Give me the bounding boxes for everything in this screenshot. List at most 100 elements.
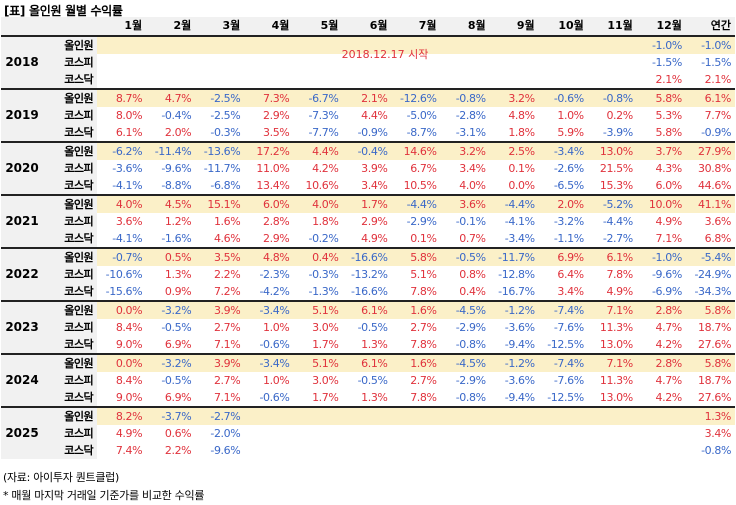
return-cell: 0.8%	[459, 268, 486, 281]
return-cell	[588, 71, 637, 89]
column-header: 10월	[538, 17, 588, 36]
return-cell: 6.9%	[164, 391, 192, 404]
return-cell: -9.4%	[504, 391, 535, 404]
column-header: 1월	[97, 17, 147, 36]
return-cell: 1.0%	[557, 109, 584, 122]
return-cell: -2.9%	[455, 321, 486, 334]
return-cell	[293, 425, 342, 442]
row-label: 코스피	[47, 425, 98, 442]
return-cell	[489, 406, 539, 425]
return-cell: 27.6%	[698, 338, 731, 351]
return-cell: 2.8%	[636, 353, 686, 372]
return-cell: 7.8%	[606, 268, 633, 281]
return-cell: 6.1%	[342, 353, 392, 372]
return-cell: 6.7%	[410, 162, 437, 175]
column-header: 4월	[244, 17, 294, 36]
return-cell: -13.6%	[195, 141, 245, 160]
return-cell: -0.5%	[357, 321, 388, 334]
return-cell: 3.0%	[312, 321, 339, 334]
return-cell: 4.4%	[293, 141, 343, 160]
return-cell: 0.4%	[459, 285, 486, 298]
table-row: 코스피 -1.5% -1.5%	[1, 54, 735, 71]
return-cell: 4.5%	[146, 194, 196, 213]
return-cell: -3.7%	[146, 406, 196, 425]
return-cell: -4.1%	[112, 179, 143, 192]
row-label: 코스피	[47, 372, 98, 389]
return-cell: 11.3%	[599, 374, 633, 387]
return-cell: -3.2%	[553, 215, 584, 228]
return-cell: -5.4%	[685, 247, 735, 266]
return-cell: -3.4%	[244, 353, 294, 372]
return-cell: 4.2%	[312, 162, 339, 175]
return-cell: 4.9%	[606, 285, 633, 298]
return-cell: -0.8%	[455, 338, 486, 351]
return-cell: 15.1%	[195, 194, 245, 213]
return-cell: -12.5%	[547, 338, 584, 351]
return-cell	[637, 442, 686, 459]
return-cell: -4.4%	[391, 194, 441, 213]
return-cell: -16.6%	[350, 285, 388, 298]
return-cell: -0.8%	[587, 88, 637, 107]
return-cell: 2.0%	[164, 126, 192, 139]
column-header: 9월	[489, 17, 539, 36]
table-row: 2022 올인원 -0.7% 0.5% 3.5% 4.8% 0.4% -16.6% 5.8% -0…	[1, 247, 735, 301]
return-cell: -2.7%	[602, 232, 633, 245]
year-group: 2021 올인원 4.0% 4.5% 15.1% 6.0% 4.0% 1.7% -4.4% 3.6…	[1, 194, 735, 248]
return-cell: 13.0%	[587, 141, 637, 160]
return-cell	[195, 71, 244, 89]
return-cell: -0.6%	[538, 88, 588, 107]
table-row: 코스닥 2.1% 2.1%	[1, 71, 735, 89]
return-cell: 5.3%	[655, 109, 683, 122]
return-cell: -2.0%	[210, 427, 241, 440]
return-cell: 4.3%	[655, 162, 683, 175]
return-cell: 3.0%	[312, 374, 339, 387]
return-cell: 18.7%	[698, 374, 731, 387]
row-label: 코스피	[47, 54, 98, 71]
return-cell: -7.7%	[308, 126, 339, 139]
return-cell: 11.3%	[599, 321, 633, 334]
return-cell	[342, 71, 391, 89]
return-cell	[539, 425, 588, 442]
return-cell	[392, 71, 441, 89]
return-cell: -1.6%	[161, 232, 192, 245]
return-cell: 5.8%	[636, 88, 686, 107]
return-cell	[588, 442, 637, 459]
return-cell	[490, 425, 539, 442]
return-cell: 7.4%	[115, 444, 143, 457]
return-cell	[441, 71, 490, 89]
return-cell: -2.7%	[195, 406, 245, 425]
return-cell	[636, 406, 686, 425]
return-cell: -0.8%	[455, 391, 486, 404]
return-cell	[195, 54, 244, 71]
return-cell: 2.1%	[704, 73, 732, 86]
row-label: 코스닥	[47, 442, 98, 459]
return-cell: 4.9%	[361, 232, 388, 245]
year-label: 2018	[1, 35, 48, 89]
return-cell: -16.7%	[498, 285, 535, 298]
return-cell: -0.5%	[161, 374, 192, 387]
return-cell: -0.6%	[259, 338, 290, 351]
return-cell: 6.1%	[115, 126, 143, 139]
return-cell: -2.8%	[455, 109, 486, 122]
year-label: 2023	[1, 300, 48, 354]
return-cell: 6.0%	[244, 194, 294, 213]
return-cell: 10.5%	[403, 179, 437, 192]
return-cell: 11.0%	[256, 162, 290, 175]
year-label: 2021	[1, 194, 48, 248]
return-cell: 3.2%	[440, 141, 490, 160]
return-cell: 2.1%	[655, 73, 683, 86]
header-corner	[47, 17, 98, 36]
return-cell: 7.8%	[410, 391, 437, 404]
return-cell: 4.0%	[459, 179, 486, 192]
table-row: 코스피 -10.6% 1.3% 2.2% -2.3% -0.3% -13.2% 5.1% 0.8…	[1, 266, 735, 283]
return-cell: 1.8%	[508, 126, 535, 139]
table-row: 코스피 8.4% -0.5% 2.7% 1.0% 3.0% -0.5% 2.7% -2.9% -3…	[1, 319, 735, 336]
return-cell: -0.5%	[357, 374, 388, 387]
column-header: 5월	[293, 17, 343, 36]
return-cell: -16.6%	[342, 247, 392, 266]
year-group: 2023 올인원 0.0% -3.2% 3.9% -3.4% 5.1% 6.1% 1.6% -4.…	[1, 300, 735, 354]
return-cell: 7.1%	[587, 300, 637, 319]
return-cell: 0.0%	[508, 179, 535, 192]
row-label: 코스닥	[47, 336, 98, 354]
return-cell: -6.2%	[97, 141, 147, 160]
